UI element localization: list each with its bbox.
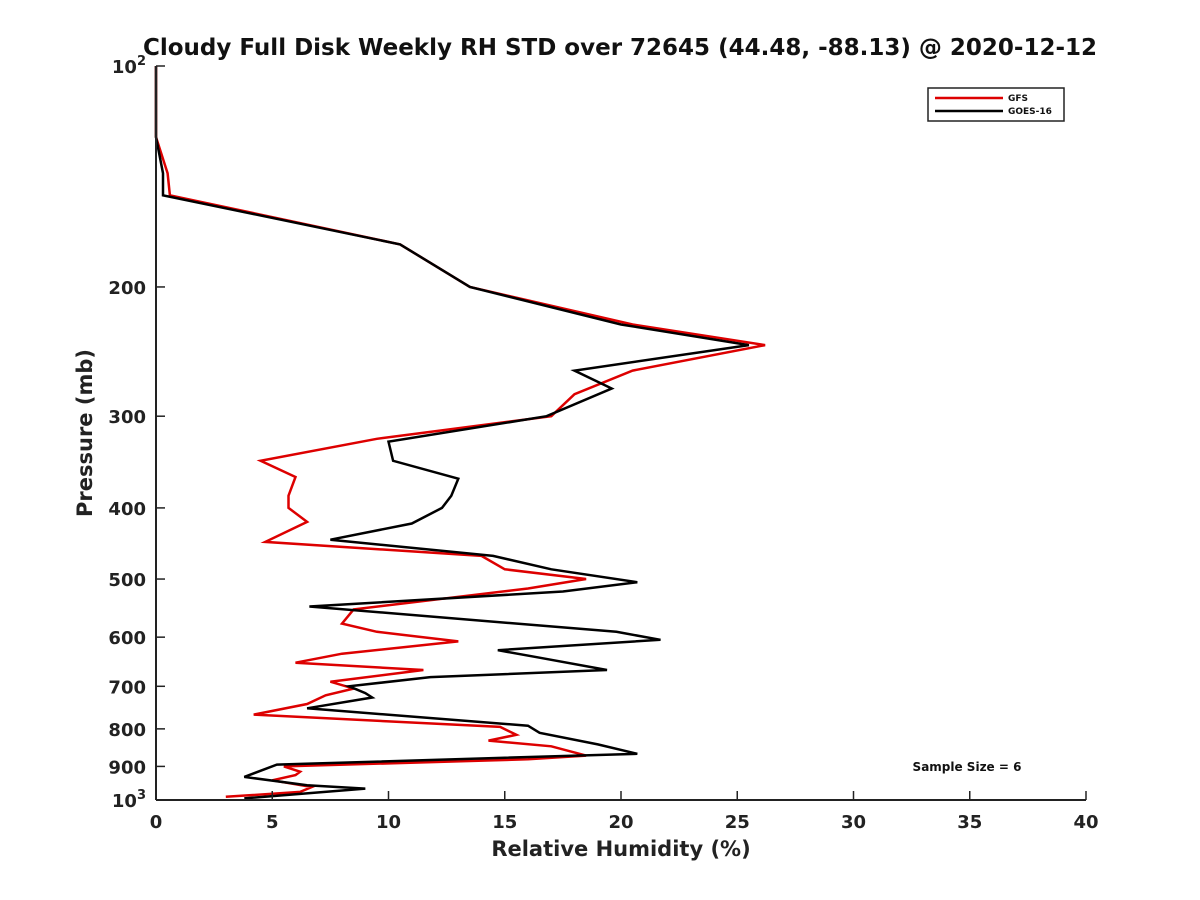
- legend-label-gfs: GFS: [1008, 94, 1028, 104]
- y-tick-label: 400: [108, 499, 146, 520]
- y-tick-label: 700: [108, 677, 146, 698]
- chart-title: Cloudy Full Disk Weekly RH STD over 7264…: [143, 35, 1097, 61]
- legend: GFS GOES-16: [927, 87, 1065, 122]
- y-tick-label: 500: [108, 570, 146, 591]
- y-tick-label: 600: [108, 628, 146, 649]
- x-tick-label: 30: [841, 812, 866, 833]
- x-axis-label: Relative Humidity (%): [491, 837, 750, 861]
- y-tick-label: 800: [108, 720, 146, 741]
- x-tick-label: 5: [266, 812, 279, 833]
- x-tick-label: 0: [150, 812, 163, 833]
- x-tick-label: 20: [608, 812, 633, 833]
- series-line-gfs: [154, 66, 766, 799]
- x-tick-label: 25: [725, 812, 750, 833]
- y-tick-label: 102: [112, 54, 146, 78]
- x-tick-label: 40: [1073, 812, 1098, 833]
- x-tick-label: 35: [957, 812, 982, 833]
- y-tick-label: 200: [108, 278, 146, 299]
- legend-box: [927, 87, 1065, 122]
- y-ticks: 102 200 300 400 500 600 700 800 900 103: [108, 54, 165, 812]
- y-tick-label: 900: [108, 757, 146, 778]
- x-ticks: 0 5 10 15 20 25 30 35 40: [150, 791, 1099, 833]
- x-tick-label: 10: [376, 812, 401, 833]
- y-tick-label: 103: [112, 788, 146, 812]
- plot-area: [154, 66, 766, 800]
- y-axis-label: Pressure (mb): [73, 349, 97, 517]
- series-line-goes16: [154, 66, 750, 800]
- legend-label-goes16: GOES-16: [1008, 107, 1052, 117]
- x-tick-label: 15: [492, 812, 517, 833]
- y-tick-label: 300: [108, 407, 146, 428]
- sample-size-annotation: Sample Size = 6: [913, 760, 1022, 774]
